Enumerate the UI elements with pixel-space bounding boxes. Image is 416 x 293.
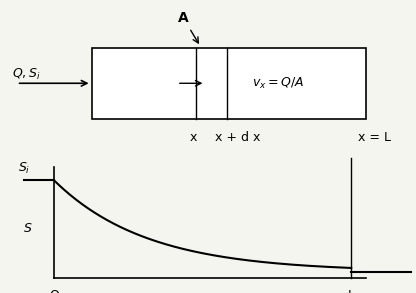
Text: x + d x: x + d x [215, 131, 260, 144]
Text: $S_i$: $S_i$ [18, 161, 30, 176]
Text: x: x [190, 131, 198, 144]
Text: $Q,S_i$: $Q,S_i$ [12, 67, 41, 82]
Text: A: A [178, 11, 198, 43]
Text: O: O [49, 289, 59, 293]
Text: L: L [348, 289, 355, 293]
Text: x = L: x = L [358, 131, 391, 144]
Text: $v_x = Q/A$: $v_x = Q/A$ [252, 76, 304, 91]
Bar [92, 47, 366, 119]
Text: $S$: $S$ [22, 222, 32, 235]
